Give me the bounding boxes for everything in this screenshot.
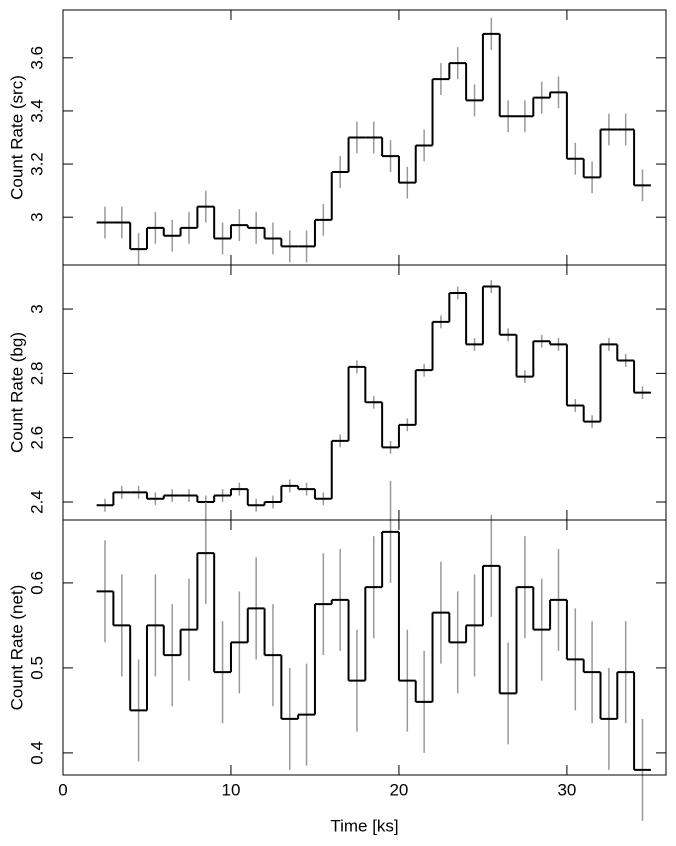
y-tick-label: 3.4 [27,99,46,123]
y-tick-label: 3.6 [27,46,46,70]
x-tick-label: 20 [389,780,408,799]
x-tick-label: 10 [222,780,241,799]
y-axis-label: Count Rate (net) [7,585,26,711]
y-tick-label: 3 [27,304,46,313]
x-axis-label: Time [ks] [330,816,398,835]
y-tick-label: 2.8 [27,362,46,386]
y-tick-label: 0.4 [27,741,46,765]
y-tick-label: 0.6 [27,571,46,595]
y-tick-label: 2.4 [27,490,46,514]
y-tick-label: 0.5 [27,656,46,680]
y-tick-label: 3 [27,212,46,221]
y-axis-label: Count Rate (bg) [7,332,26,453]
y-tick-label: 3.2 [27,152,46,176]
y-axis-label: Count Rate (src) [7,75,26,200]
y-tick-label: 2.6 [27,426,46,450]
x-tick-label: 30 [557,780,576,799]
panel-frame [62,519,667,776]
x-tick-label: 0 [58,780,67,799]
